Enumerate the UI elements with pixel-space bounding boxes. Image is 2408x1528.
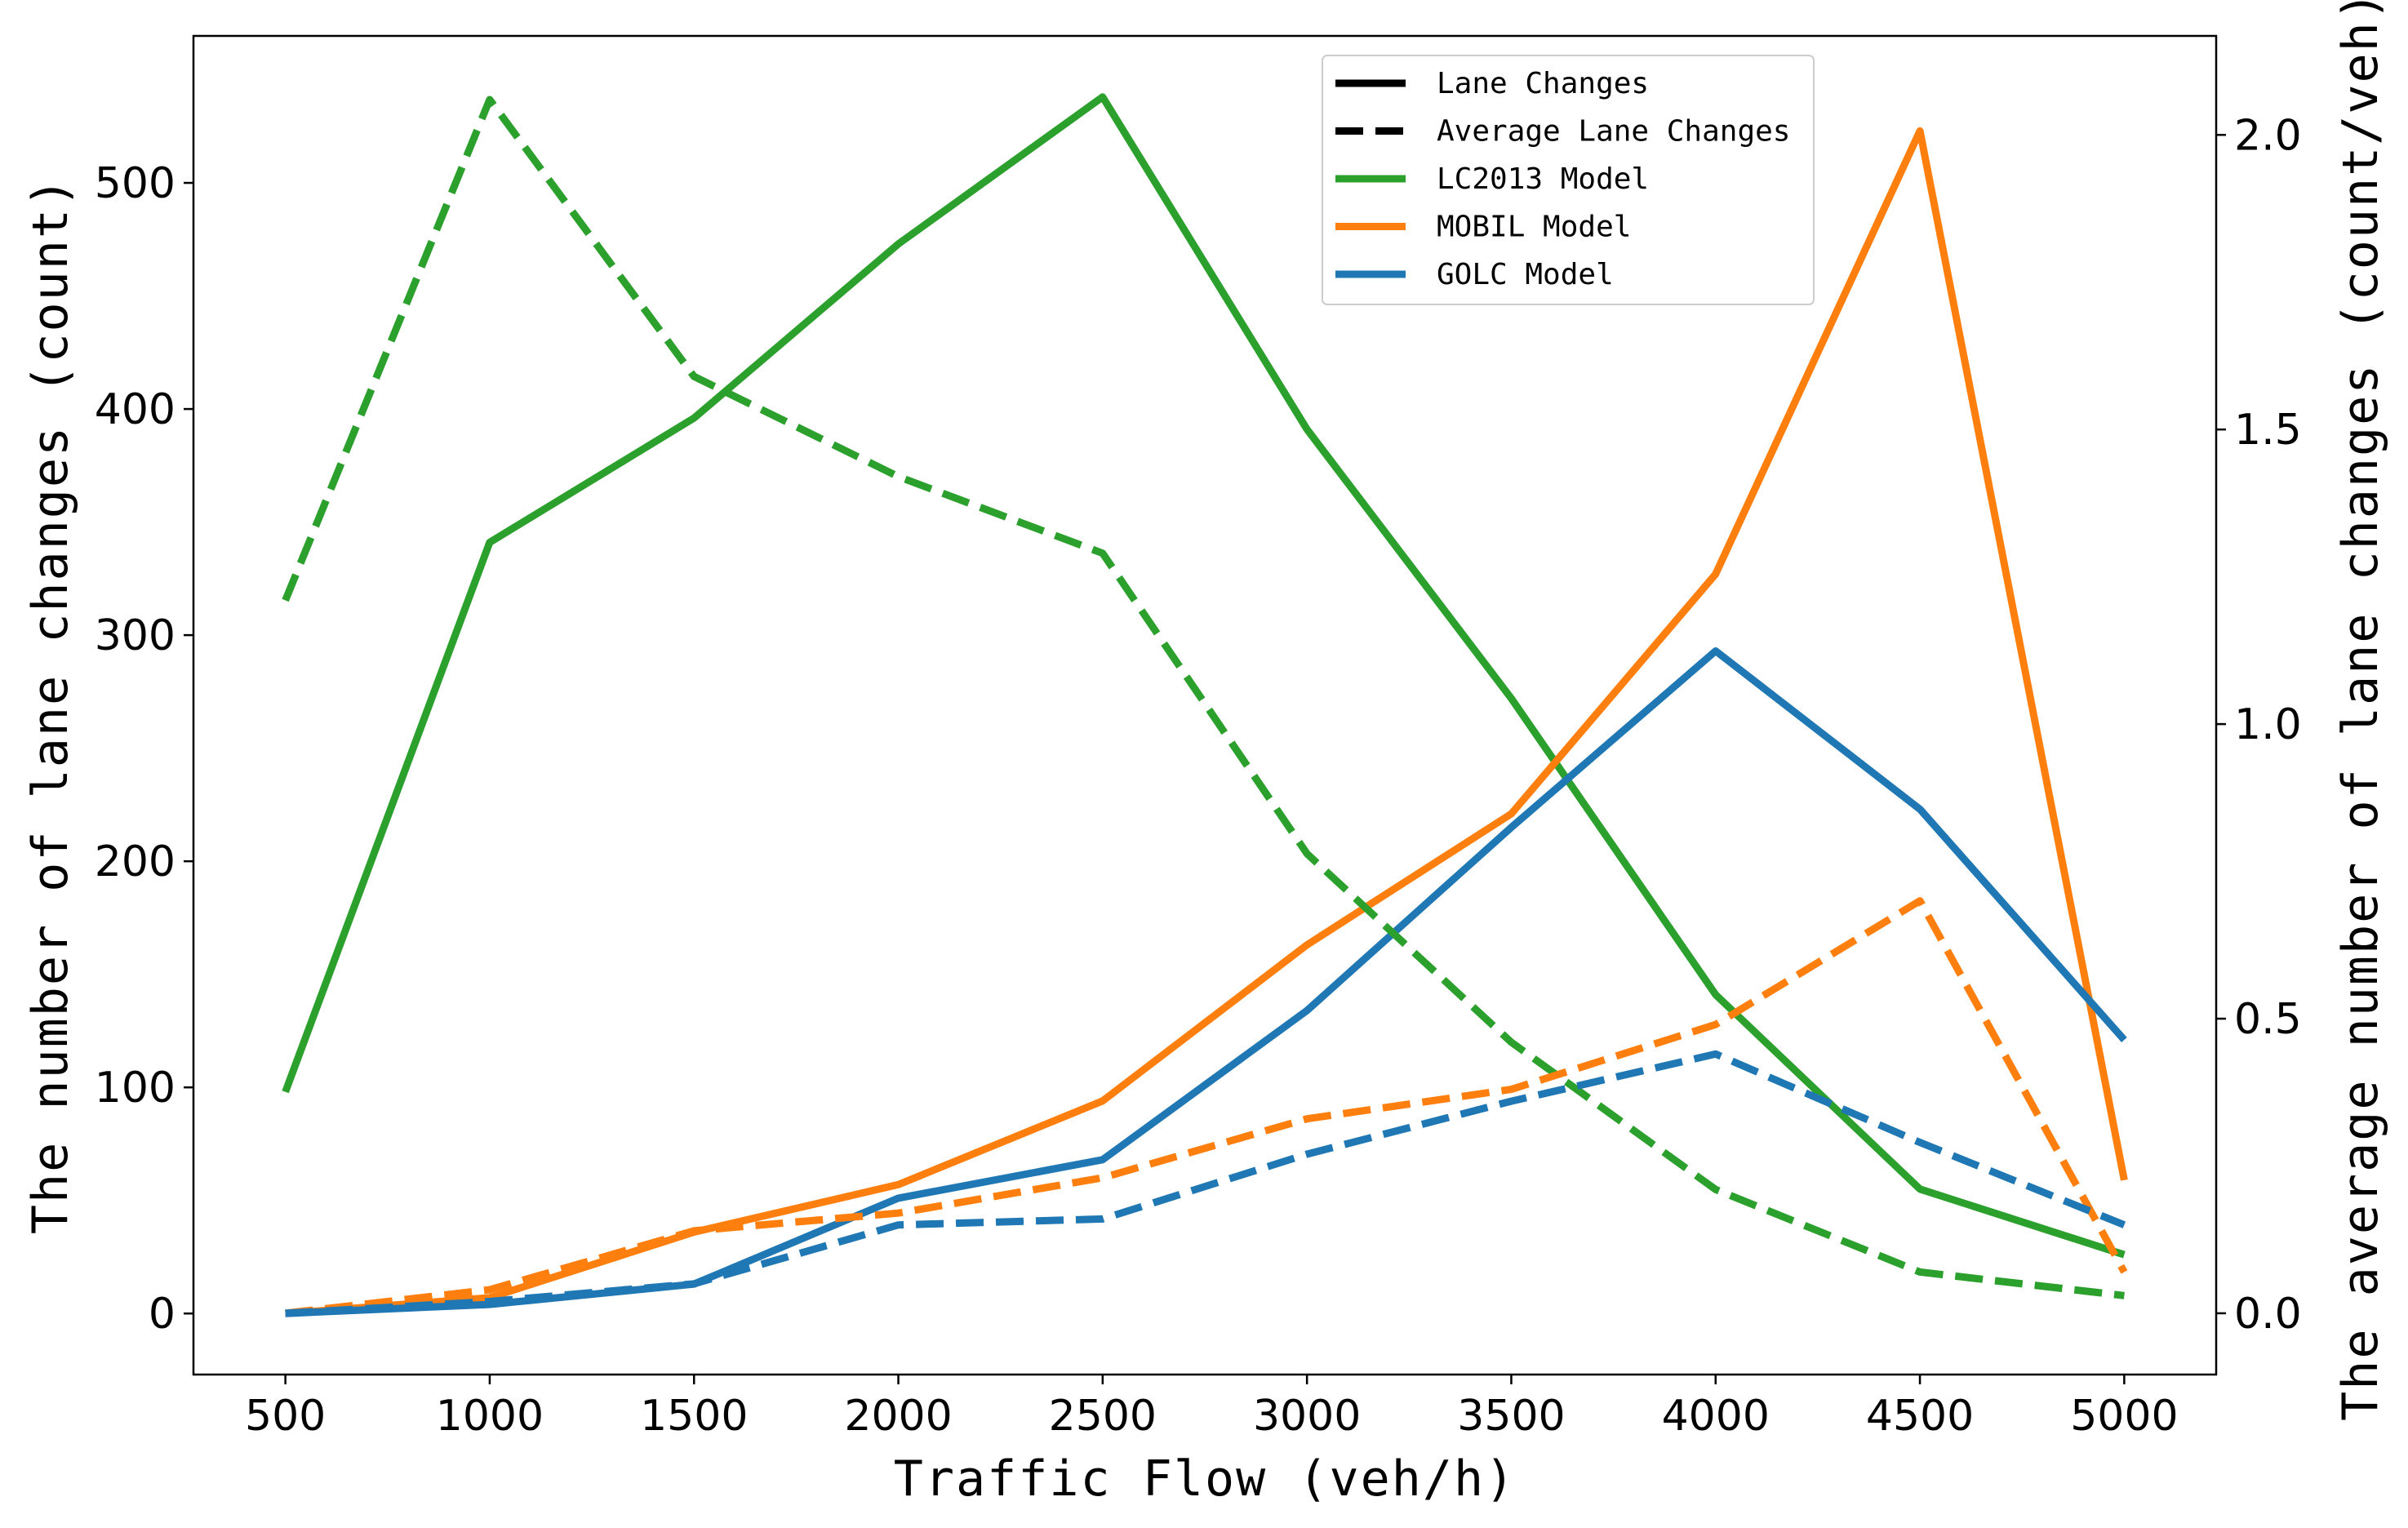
y-left-tick-label: 0 [149, 1290, 175, 1339]
y-axis-left: 0 100 200 300 400 500 [95, 159, 193, 1339]
series-line-mobil-model-average-lane-changes [285, 897, 2128, 1317]
legend-label: LC2013 Model [1437, 162, 1649, 196]
series-line-golc-model-average-lane-changes [285, 1050, 2126, 1317]
y-right-tick-label: 0.0 [2234, 1290, 2302, 1339]
y-left-tick-label: 200 [95, 837, 175, 886]
x-tick-label: 500 [245, 1392, 326, 1441]
legend-label: Average Lane Changes [1437, 115, 1790, 149]
y-left-tick-label: 100 [95, 1064, 175, 1113]
x-tick-label: 3500 [1457, 1392, 1565, 1441]
series-layer [282, 93, 2128, 1317]
series-line-lc2013-model-lane-changes [282, 93, 2126, 1259]
y-left-tick-label: 400 [95, 385, 175, 434]
y-right-tick-label: 1.0 [2234, 700, 2302, 749]
y-axis-right: 0.0 0.5 1.0 1.5 2.0 [2216, 111, 2302, 1339]
legend: Lane Changes Average Lane Changes LC2013 M… [1322, 55, 1815, 305]
plot-frame [192, 34, 2218, 1376]
series-line-mobil-model-lane-changes [285, 127, 2128, 1317]
y-right-tick-label: 1.5 [2234, 406, 2302, 455]
legend-label: MOBIL Model [1437, 211, 1631, 244]
x-tick-label: 1000 [436, 1392, 544, 1441]
y-right-tick-label: 0.5 [2234, 995, 2302, 1044]
x-axis-label: Traffic Flow (veh/h) [894, 1450, 1516, 1508]
x-tick-label: 4000 [1662, 1392, 1770, 1441]
legend-label: GOLC Model [1437, 258, 1614, 291]
x-axis: 500 1000 1500 2000 2500 3000 3500 4000 4500 5000 [245, 1375, 2179, 1441]
y-axis-right-label: The average number of lane changes (coun… [2332, 0, 2389, 1421]
x-tick-label: 5000 [2070, 1392, 2178, 1441]
y-left-tick-label: 300 [95, 611, 175, 660]
x-tick-label: 4500 [1866, 1392, 1974, 1441]
y-left-tick-label: 500 [95, 159, 175, 208]
y-axis-left-label: The number of lane changes (count) [22, 176, 79, 1234]
series-line-lc2013-model-average-lane-changes [282, 96, 2125, 1299]
x-tick-label: 2000 [844, 1392, 952, 1441]
x-tick-label: 2500 [1049, 1392, 1157, 1441]
x-tick-label: 3000 [1253, 1392, 1361, 1441]
x-tick-label: 1500 [640, 1392, 748, 1441]
legend-box [1322, 55, 1815, 305]
legend-label: Lane Changes [1437, 67, 1649, 100]
y-right-tick-label: 2.0 [2234, 111, 2302, 160]
